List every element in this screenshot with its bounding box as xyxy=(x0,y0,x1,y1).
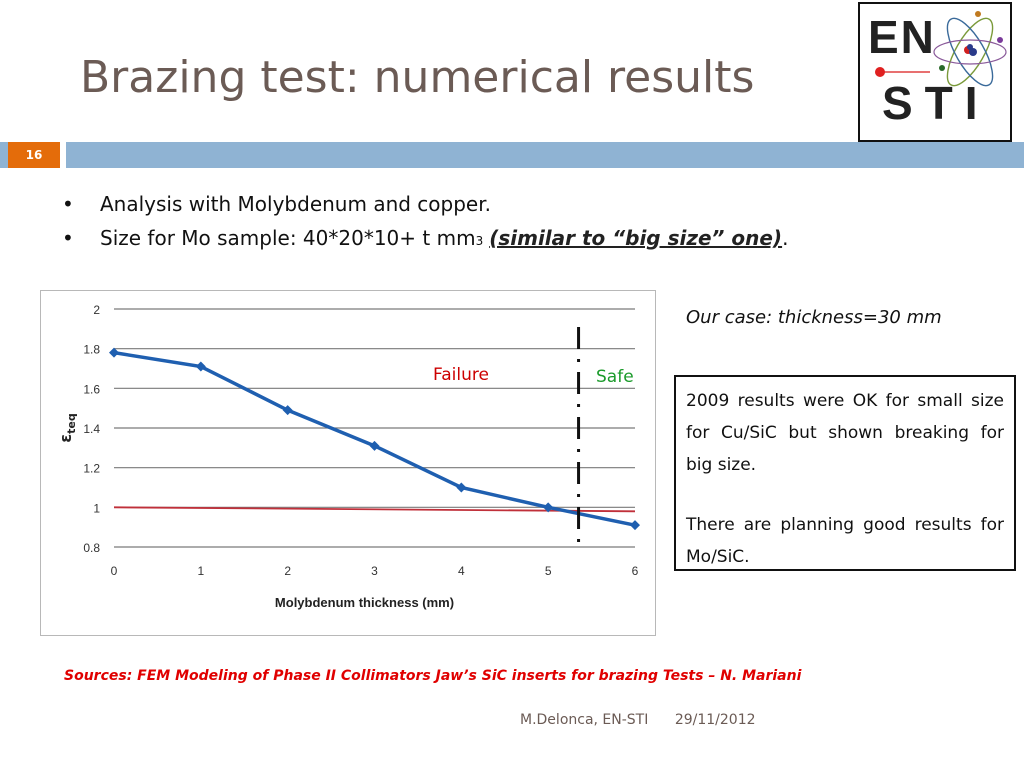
bullet-tail: . xyxy=(782,226,789,250)
data-point xyxy=(109,347,119,358)
en-sti-logo: EN STI xyxy=(858,2,1012,142)
logo-text-sti: STI xyxy=(882,77,990,129)
data-point xyxy=(630,520,640,531)
results-paragraph-1: 2009 results were OK for small size for … xyxy=(686,391,1004,475)
x-tick-label: 3 xyxy=(371,564,378,578)
slide-number: 16 xyxy=(8,142,60,168)
y-tick-label: 1.6 xyxy=(83,382,100,396)
y-tick-label: 1.2 xyxy=(83,462,100,476)
data-point xyxy=(282,405,293,416)
footer: M.Delonca, EN-STI 29/11/2012 xyxy=(520,712,756,728)
data-point xyxy=(543,502,554,513)
y-tick-label: 1.4 xyxy=(83,422,100,436)
line-chart: 0.8 1 1.2 1.4 1.6 1.8 2 0 1 2 3 4 5 6 Failure Safe M… xyxy=(56,303,640,610)
x-tick-label: 0 xyxy=(111,564,118,578)
series-line xyxy=(113,350,636,527)
y-axis-label: εteq xyxy=(56,413,78,443)
y-tick-label: 2 xyxy=(93,303,100,317)
results-paragraph-2: There are planning good results for Mo/S… xyxy=(686,515,1004,567)
bullet-item: • Size for Mo sample: 40*20*10+ t mm 3 (s… xyxy=(62,226,788,260)
header-bar xyxy=(66,142,1024,168)
bullet-dot-icon: • xyxy=(62,226,74,250)
data-point xyxy=(456,482,467,493)
x-axis-label: Molybdenum thickness (mm) xyxy=(275,595,454,610)
x-tick-label: 4 xyxy=(458,564,465,578)
our-case-note: Our case: thickness=30 mm xyxy=(686,307,942,328)
y-tick-label: 1 xyxy=(93,501,100,515)
slide-title: Brazing test: numerical results xyxy=(80,52,755,103)
bullet-text: Analysis with Molybdenum and copper. xyxy=(100,192,491,216)
x-tick-label: 2 xyxy=(284,564,291,578)
data-point xyxy=(369,440,380,451)
footer-author: M.Delonca, EN-STI xyxy=(520,712,649,728)
x-tick-label: 6 xyxy=(632,564,639,578)
bullet-dot-icon: • xyxy=(62,192,74,216)
emphasis-text: (similar to “big size” one) xyxy=(489,226,783,250)
chart-frame: 0.8 1 1.2 1.4 1.6 1.8 2 0 1 2 3 4 5 6 Failure Safe M… xyxy=(40,290,656,636)
y-axis-label-main: ε xyxy=(56,434,75,443)
atom-icon xyxy=(875,11,1007,87)
y-tick-label: 0.8 xyxy=(83,541,100,555)
header-bar-left xyxy=(0,142,8,168)
bullet-item: • Analysis with Molybdenum and copper. xyxy=(62,192,788,226)
x-tick-label: 5 xyxy=(545,564,552,578)
y-axis-label-sub: teq xyxy=(65,413,78,434)
x-tick-label: 1 xyxy=(197,564,204,578)
failure-label: Failure xyxy=(433,365,489,385)
bullet-list: • Analysis with Molybdenum and copper. •… xyxy=(62,192,788,260)
safe-label: Safe xyxy=(596,367,634,387)
sources-note: Sources: FEM Modeling of Phase II Collim… xyxy=(64,668,802,684)
bullet-text: Size for Mo sample: 40*20*10+ t mm xyxy=(100,226,476,250)
footer-date: 29/11/2012 xyxy=(674,712,756,728)
logo-text-en: EN xyxy=(868,11,936,63)
results-box: 2009 results were OK for small size for … xyxy=(674,375,1016,571)
superscript: 3 xyxy=(475,234,484,248)
data-point xyxy=(195,361,206,372)
y-tick-label: 1.8 xyxy=(83,343,100,357)
